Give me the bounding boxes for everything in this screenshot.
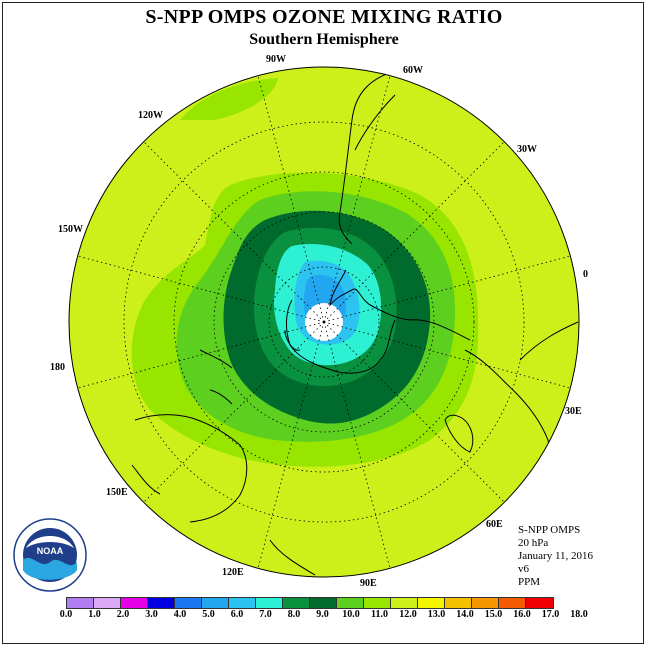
colorbar-tick-label: 17.0 — [541, 609, 560, 620]
meridian-line — [72, 254, 325, 323]
colorbar-tick-label: 5.0 — [202, 609, 215, 620]
colorbar-swatch — [310, 598, 337, 608]
noaa-logo: NOAA — [13, 518, 87, 592]
colorbar-tick-label: 7.0 — [259, 609, 272, 620]
map-boundary — [68, 66, 580, 578]
colorbar-tick-label: 1.0 — [88, 609, 101, 620]
colorbar-swatch — [175, 598, 202, 608]
colorbar-tick-label: 12.0 — [399, 609, 417, 620]
colorbar-swatch — [148, 598, 175, 608]
colorbar-tick-label: 0.0 — [59, 609, 73, 620]
info-block: S-NPP OMPS 20 hPa January 11, 2016 v6 PP… — [518, 524, 593, 589]
pressure-level: 20 hPa — [518, 537, 549, 549]
colorbar-swatch — [256, 598, 283, 608]
colorbar-swatch — [472, 598, 499, 608]
lon-label-30e: 30E — [565, 406, 582, 417]
chart-title: S-NPP OMPS OZONE MIXING RATIO — [145, 6, 503, 28]
colorbar-swatch — [499, 598, 526, 608]
lon-label-150w: 150W — [58, 224, 83, 235]
colorbar-tick-label: 8.0 — [287, 609, 301, 620]
lon-label-30w: 30W — [517, 144, 537, 155]
graticule — [123, 121, 525, 523]
lon-label-180: 180 — [50, 362, 65, 373]
meridian-line — [139, 321, 325, 507]
colorbar-tick-label: 2.0 — [116, 609, 130, 620]
meridian-line — [323, 70, 392, 323]
lon-label-60w: 60W — [403, 65, 423, 76]
colorbar-tick-label: 15.0 — [484, 609, 503, 620]
colorbar-swatch — [94, 598, 121, 608]
meridian-line — [323, 137, 509, 323]
colorbar-tick-label: 9.0 — [316, 609, 329, 620]
colorbar-swatch — [391, 598, 418, 608]
field-patch-11-12 — [180, 78, 278, 120]
units-label: PPM — [518, 576, 541, 588]
meridian-line — [139, 137, 325, 323]
colorbar-tick-label: 18.0 — [570, 609, 588, 620]
colorbar-swatch — [283, 598, 310, 608]
colorbar-tick-label: 14.0 — [456, 609, 474, 620]
colorbar-swatch — [67, 598, 94, 608]
meridian-line — [256, 321, 325, 574]
lon-label-150e: 150E — [106, 487, 128, 498]
colorbar-swatch — [445, 598, 472, 608]
colorbar-ticks: 0.0 1.0 2.0 3.0 4.0 5.0 6.0 7.0 8.0 9.0 10.0 11.0 12… — [0, 609, 648, 623]
colorbar-tick-label: 13.0 — [427, 609, 446, 620]
lon-label-120w: 120W — [138, 110, 163, 121]
colorbar-swatch — [418, 598, 445, 608]
lon-label-90e: 90E — [360, 578, 377, 589]
instrument-label: S-NPP OMPS — [518, 524, 581, 536]
lon-label-90w: 90W — [266, 54, 286, 65]
colorbar-tick-label: 3.0 — [145, 609, 158, 620]
colorbar-swatch — [202, 598, 229, 608]
colorbar-swatch — [229, 598, 256, 608]
colorbar-tick-label: 11.0 — [371, 609, 388, 620]
meridian-line — [323, 254, 576, 323]
meridian-line — [323, 321, 509, 507]
colorbar-swatch — [121, 598, 148, 608]
colorbar-tick-label: 6.0 — [230, 609, 244, 620]
colorbar-swatch — [337, 598, 364, 608]
noaa-logo-text: NOAA — [37, 546, 64, 556]
lon-label-60e: 60E — [486, 519, 503, 530]
meridian-line — [323, 321, 392, 574]
date-label: January 11, 2016 — [518, 550, 594, 562]
longitude-labels: 90W 60W 30W 0 30E 60E 90E 120E 150E 180 … — [50, 54, 588, 589]
meridian-line — [72, 321, 325, 390]
lon-label-0: 0 — [583, 269, 588, 280]
lon-label-120e: 120E — [222, 567, 244, 578]
colorbar-swatch — [526, 598, 553, 608]
colorbar-swatch — [364, 598, 391, 608]
meridian-line — [256, 70, 325, 323]
version-label: v6 — [518, 563, 529, 575]
colorbar — [66, 597, 554, 609]
meridian-line — [323, 321, 576, 390]
colorbar-tick-label: 4.0 — [173, 609, 187, 620]
chart-subtitle: Southern Hemisphere — [249, 31, 399, 48]
colorbar-tick-label: 10.0 — [342, 609, 360, 620]
colorbar-tick-label: 16.0 — [513, 609, 531, 620]
meridians — [72, 70, 576, 574]
